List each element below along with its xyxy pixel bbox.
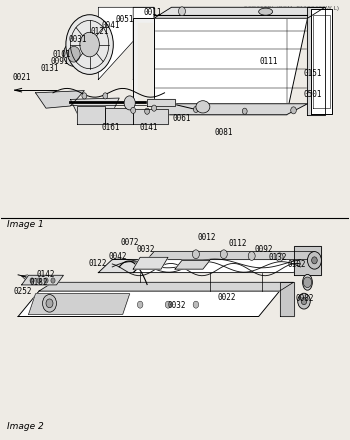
- Text: 0501: 0501: [303, 90, 322, 99]
- Text: 0112: 0112: [229, 239, 247, 248]
- Text: 0072: 0072: [120, 238, 139, 247]
- Text: 0121: 0121: [91, 27, 109, 36]
- Polygon shape: [133, 257, 168, 269]
- Polygon shape: [311, 10, 332, 114]
- Polygon shape: [147, 99, 175, 106]
- Polygon shape: [133, 7, 154, 80]
- Circle shape: [220, 250, 227, 259]
- Polygon shape: [133, 260, 307, 273]
- Circle shape: [82, 93, 87, 99]
- Ellipse shape: [196, 101, 210, 113]
- Text: 0131: 0131: [40, 64, 59, 73]
- Text: 0102: 0102: [287, 260, 306, 269]
- Circle shape: [303, 277, 312, 288]
- Text: 0061: 0061: [173, 114, 191, 123]
- Circle shape: [37, 278, 41, 283]
- Circle shape: [301, 297, 307, 304]
- Polygon shape: [98, 260, 147, 273]
- Polygon shape: [98, 7, 154, 80]
- Circle shape: [193, 250, 200, 259]
- Circle shape: [312, 257, 317, 264]
- Polygon shape: [22, 275, 63, 285]
- Text: 0051: 0051: [115, 15, 134, 24]
- Polygon shape: [36, 91, 84, 108]
- Text: 0101: 0101: [52, 50, 71, 59]
- Polygon shape: [77, 106, 105, 124]
- Circle shape: [194, 106, 198, 113]
- Text: 0032: 0032: [136, 246, 155, 254]
- Text: 0082: 0082: [295, 294, 314, 304]
- Circle shape: [145, 108, 149, 114]
- Text: 0161: 0161: [101, 122, 120, 132]
- Circle shape: [68, 46, 80, 62]
- Text: 0141: 0141: [140, 122, 158, 132]
- Text: 0031: 0031: [68, 35, 87, 44]
- Text: 0132: 0132: [268, 253, 287, 262]
- Polygon shape: [133, 110, 168, 125]
- Polygon shape: [18, 291, 280, 316]
- Circle shape: [66, 15, 113, 74]
- Circle shape: [124, 96, 135, 110]
- Text: 0111: 0111: [260, 57, 278, 66]
- Circle shape: [248, 252, 255, 260]
- Text: 0022: 0022: [217, 293, 236, 302]
- Text: 0122: 0122: [88, 259, 107, 268]
- Circle shape: [46, 299, 53, 308]
- Text: 0182: 0182: [29, 278, 48, 287]
- Ellipse shape: [259, 8, 273, 15]
- Text: 0041: 0041: [101, 21, 120, 30]
- Circle shape: [152, 105, 156, 111]
- Circle shape: [178, 7, 186, 15]
- Polygon shape: [29, 293, 130, 314]
- Circle shape: [30, 278, 34, 283]
- Text: 0021: 0021: [12, 73, 31, 81]
- Text: 0091: 0091: [50, 57, 69, 66]
- Circle shape: [80, 32, 99, 57]
- Circle shape: [307, 252, 321, 269]
- Polygon shape: [105, 108, 133, 124]
- Polygon shape: [133, 104, 307, 115]
- Ellipse shape: [303, 275, 312, 290]
- Text: 0151: 0151: [303, 69, 322, 78]
- Circle shape: [137, 301, 143, 308]
- Circle shape: [44, 278, 48, 283]
- Circle shape: [43, 294, 56, 312]
- Text: Image 1: Image 1: [7, 220, 44, 229]
- Circle shape: [193, 301, 199, 308]
- Circle shape: [298, 293, 310, 309]
- Polygon shape: [133, 18, 307, 115]
- Text: 0012: 0012: [197, 233, 216, 242]
- Polygon shape: [307, 7, 325, 115]
- Text: 0032: 0032: [167, 301, 186, 311]
- Text: 0011: 0011: [143, 8, 162, 18]
- Polygon shape: [280, 282, 294, 316]
- Polygon shape: [175, 260, 210, 269]
- Polygon shape: [294, 246, 321, 275]
- Polygon shape: [133, 18, 154, 115]
- Circle shape: [131, 107, 135, 114]
- Circle shape: [276, 253, 283, 262]
- Text: 0092: 0092: [255, 246, 273, 254]
- Polygon shape: [154, 7, 325, 18]
- Circle shape: [103, 93, 108, 99]
- Circle shape: [291, 107, 296, 114]
- Text: 0252: 0252: [13, 286, 32, 296]
- Polygon shape: [147, 252, 314, 260]
- Polygon shape: [39, 282, 294, 291]
- Text: 0042: 0042: [108, 253, 127, 261]
- Text: Image 2: Image 2: [7, 422, 44, 431]
- Polygon shape: [70, 98, 119, 114]
- Ellipse shape: [63, 42, 84, 66]
- Polygon shape: [138, 22, 152, 110]
- Circle shape: [51, 278, 55, 283]
- Text: 0142: 0142: [36, 270, 55, 279]
- Text: SCD25TBL (BOM: P1190428W L): SCD25TBL (BOM: P1190428W L): [244, 6, 339, 11]
- Circle shape: [165, 301, 171, 308]
- Text: 0081: 0081: [215, 128, 233, 137]
- Circle shape: [242, 108, 247, 114]
